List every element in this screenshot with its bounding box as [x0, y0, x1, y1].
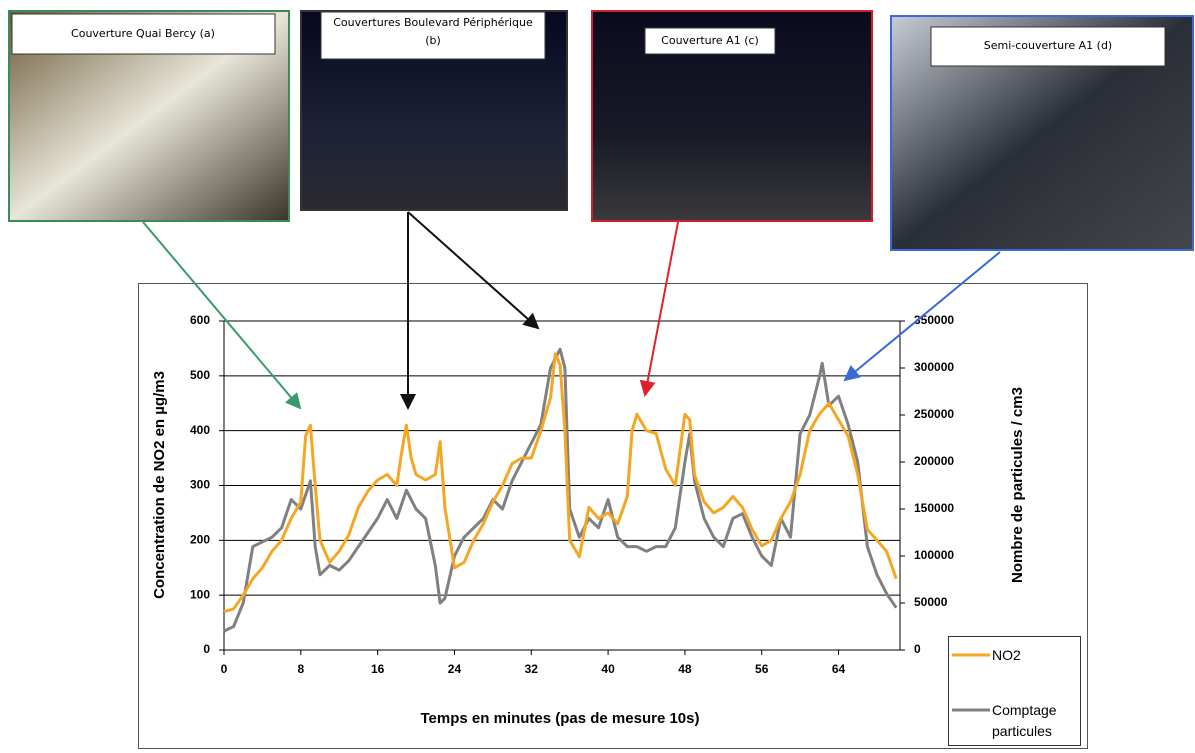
y-tick-label: 600: [190, 313, 210, 327]
x-tick-label: 64: [832, 662, 846, 676]
x-axis-title: Temps en minutes (pas de mesure 10s): [421, 710, 700, 727]
x-tick-label: 32: [525, 662, 539, 676]
x-tick-label: 40: [601, 662, 615, 676]
y-tick-label: 200: [190, 533, 210, 547]
photo-caption: Couverture A1 (c): [661, 34, 759, 47]
y2-tick-label: 50000: [914, 595, 948, 609]
y2-tick-label: 0: [914, 642, 921, 656]
x-tick-label: 56: [755, 662, 769, 676]
x-tick-label: 16: [371, 662, 385, 676]
legend-label: NO2: [992, 645, 1072, 666]
y2-tick-label: 300000: [914, 360, 954, 374]
y2-axis-title: Nombre de particules / cm3: [1009, 387, 1026, 583]
x-tick-label: 48: [678, 662, 692, 676]
y2-tick-label: 100000: [914, 548, 954, 562]
y2-tick-label: 200000: [914, 454, 954, 468]
y-tick-label: 0: [203, 642, 210, 656]
legend-label: Comptage particules: [992, 700, 1072, 742]
x-tick-label: 0: [221, 662, 228, 676]
x-tick-label: 24: [448, 662, 462, 676]
y-tick-label: 500: [190, 368, 210, 382]
legend-wrap: NO2: [992, 645, 1080, 693]
y-tick-label: 400: [190, 423, 210, 437]
y2-tick-label: 250000: [914, 407, 954, 421]
x-tick-label: 8: [297, 662, 304, 676]
photo-caption: Couverture Quai Bercy (a): [71, 27, 215, 40]
photo-caption: Couvertures Boulevard Périphérique (b): [330, 14, 536, 50]
y-tick-label: 300: [190, 478, 210, 492]
photo-caption: Semi-couverture A1 (d): [984, 39, 1112, 52]
y-tick-label: 100: [190, 587, 210, 601]
caption-wrap: Couvertures Boulevard Périphérique (b): [330, 14, 536, 58]
y2-tick-label: 350000: [914, 313, 954, 327]
figure: Couverture Quai Bercy (a) Couvertures Bo…: [0, 0, 1195, 749]
y-axis-title: Concentration de NO2 en µg/m3: [151, 371, 168, 599]
y2-tick-label: 150000: [914, 501, 954, 515]
legend-wrap: Comptage particules: [992, 700, 1080, 748]
